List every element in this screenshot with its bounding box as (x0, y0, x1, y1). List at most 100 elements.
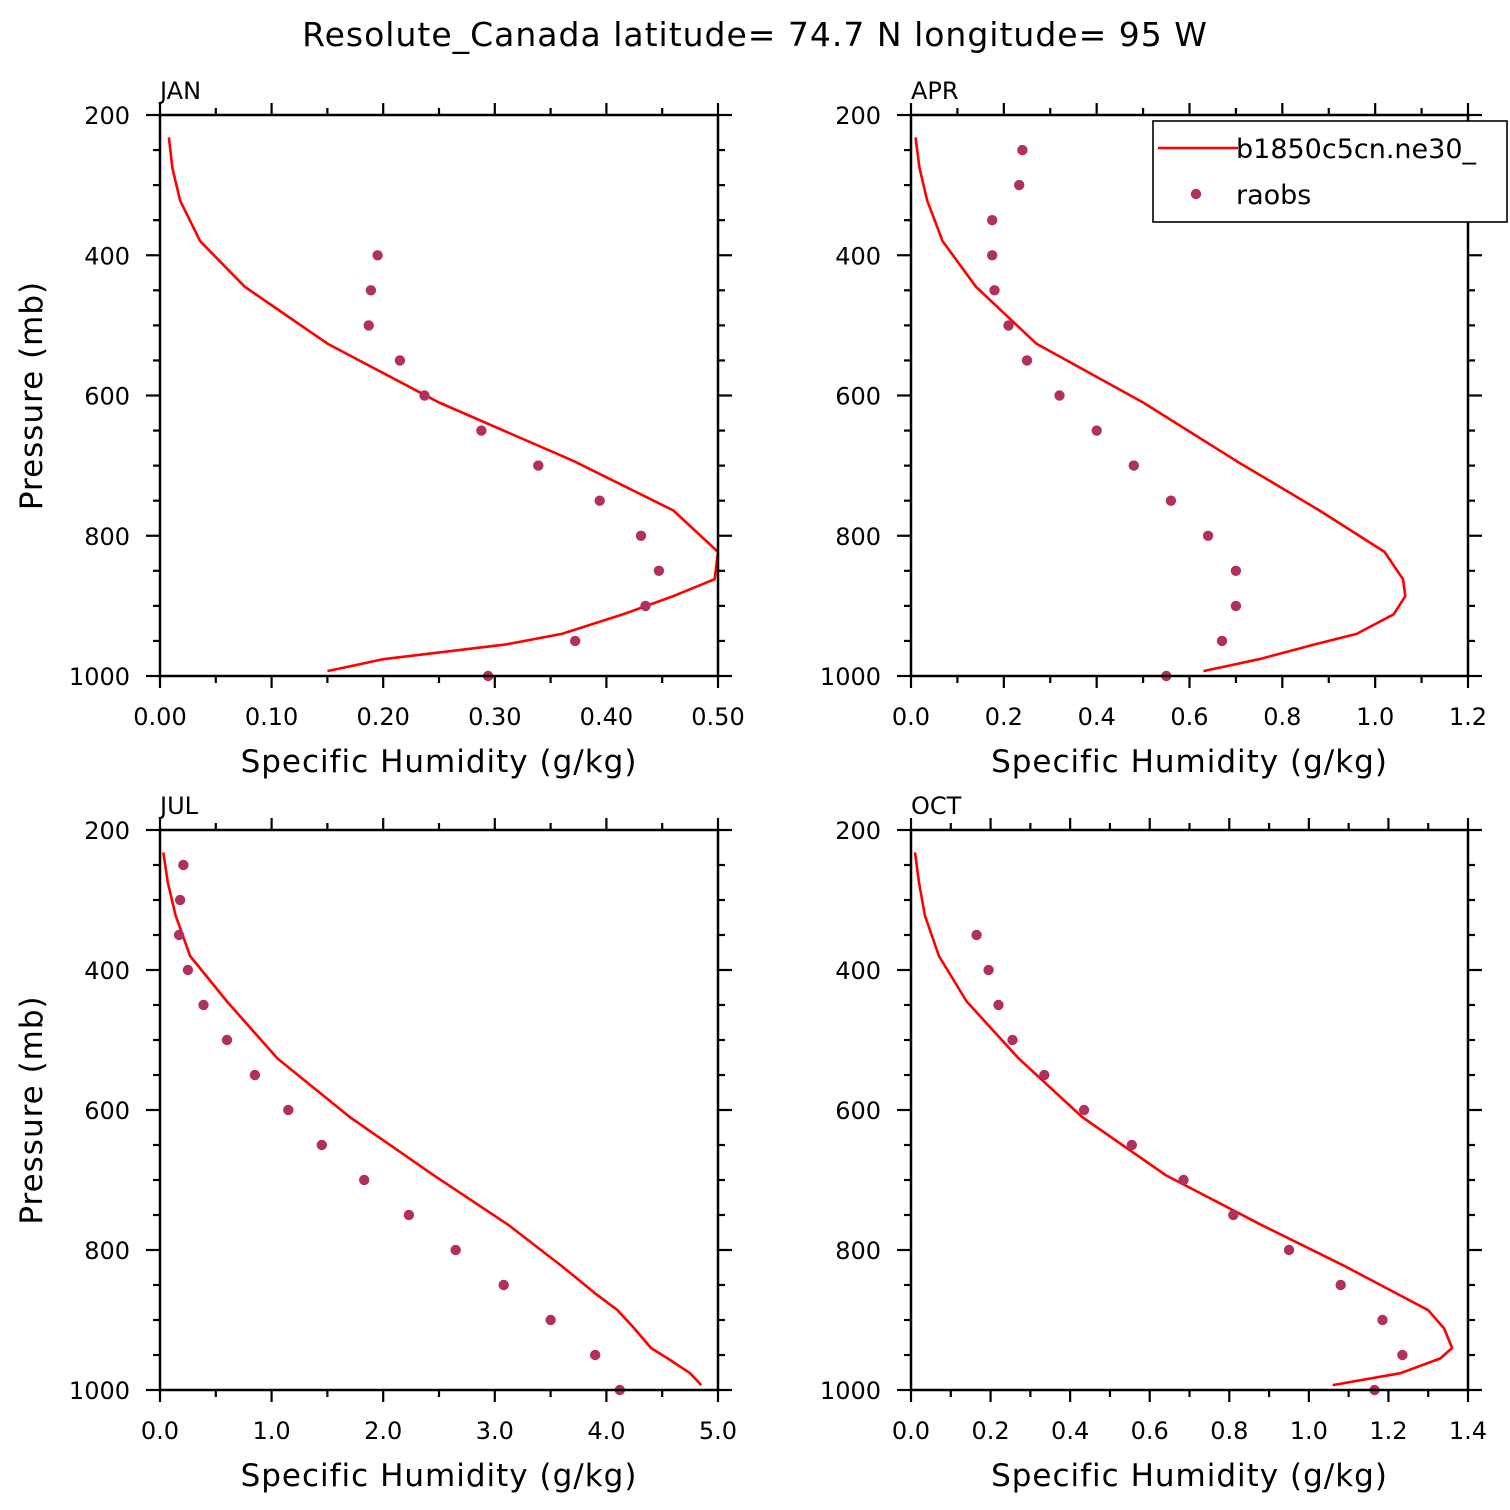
obs-point (971, 929, 982, 941)
obs-point (1165, 495, 1177, 506)
x-tick-label: 1.2 (1449, 703, 1487, 731)
plot-frame (909, 828, 1470, 1392)
x-tick-label: 0.10 (245, 703, 298, 731)
figure-title: Resolute_Canada latitude= 74.7 N longitu… (302, 15, 1208, 54)
y-tick-label: 800 (84, 1237, 130, 1265)
obs-point (1078, 1104, 1090, 1116)
obs-point (1230, 600, 1242, 612)
y-tick-label: 400 (84, 242, 130, 270)
obs-point (594, 495, 605, 506)
y-tick-label: 400 (84, 957, 130, 985)
y-tick-label: 600 (835, 383, 881, 411)
y-tick-label: 200 (84, 817, 130, 845)
x-tick-label: 3.0 (476, 1417, 514, 1445)
legend-box (1152, 120, 1508, 223)
x-tick-label: 0.2 (971, 1417, 1009, 1445)
obs-point (635, 530, 647, 541)
x-tick-label: 1.0 (1356, 703, 1394, 731)
obs-point (987, 215, 998, 226)
x-tick-label: 0.2 (985, 703, 1023, 731)
obs-point (1178, 1174, 1189, 1186)
obs-point (1017, 144, 1028, 156)
obs-point (1039, 1069, 1050, 1081)
obs-point (365, 285, 377, 296)
obs-point (1054, 390, 1065, 401)
plot-frame (158, 828, 720, 1392)
obs-point (249, 1069, 261, 1081)
x-axis-label: Specific Humidity (g/kg) (991, 1458, 1388, 1494)
y-axis-label: Pressure (mb) (14, 995, 50, 1224)
chart-panels: 0.00 0.10 0.20 0.30 0.40 0.50 200 400 600 800 1000… (14, 77, 1508, 1494)
obs-point (1007, 1034, 1018, 1046)
plot-frame (158, 113, 720, 678)
obs-point (570, 635, 581, 647)
x-tick-label: 0.0 (892, 1417, 930, 1445)
x-tick-label: 0.20 (356, 703, 409, 731)
x-tick-label: 4.0 (587, 1417, 625, 1445)
legend-model-label: b1850c5cn.ne30_ (1236, 134, 1476, 165)
obs-point (989, 285, 1000, 296)
y-tick-label: 600 (84, 1097, 130, 1125)
model-line (162, 852, 703, 1386)
obs-point (640, 600, 651, 612)
x-tick-label: 0.0 (892, 703, 930, 731)
obs-point (419, 390, 430, 401)
x-tick-label: 0.6 (1170, 703, 1208, 731)
obs-point (198, 999, 209, 1011)
y-tick-label: 1000 (69, 663, 130, 691)
y-tick-label: 1000 (820, 1377, 881, 1405)
obs-point (1335, 1279, 1346, 1291)
obs-point (1021, 355, 1033, 366)
panel-label: JUL (158, 792, 199, 820)
obs-point (1397, 1349, 1408, 1361)
y-tick-label: 800 (835, 1237, 881, 1265)
panel-label: APR (911, 77, 959, 105)
obs-point (178, 859, 189, 871)
obs-point (1091, 425, 1102, 436)
legend-obs-label: raobs (1236, 180, 1311, 211)
obs-point (1377, 1314, 1388, 1326)
y-tick-label: 800 (84, 523, 130, 551)
obs-point (983, 964, 994, 976)
obs-point (653, 565, 665, 576)
x-tick-label: 0.0 (141, 1417, 179, 1445)
obs-point (533, 460, 544, 471)
x-tick-label: 0.50 (691, 703, 744, 731)
obs-point (1228, 1209, 1239, 1221)
x-tick-label: 0.6 (1131, 1417, 1169, 1445)
obs-point (403, 1209, 415, 1221)
y-tick-label: 600 (835, 1097, 881, 1125)
chart-panel-oct: 0.0 0.2 0.4 0.6 0.8 1.0 1.2 1.4 200 400 600 800 1000… (820, 792, 1487, 1494)
x-axis-label: Specific Humidity (g/kg) (241, 744, 638, 780)
obs-point (590, 1349, 601, 1361)
y-tick-label: 200 (84, 102, 130, 130)
obs-point (1283, 1244, 1295, 1256)
y-axis-label: Pressure (mb) (14, 281, 50, 510)
chart-panel-jul: 0.0 1.0 2.0 3.0 4.0 5.0 200 400 600 800 1000 JUL Spe… (14, 792, 737, 1494)
obs-point (1003, 320, 1014, 331)
panel-label: OCT (911, 792, 962, 820)
panel-label: JAN (158, 77, 201, 105)
obs-point (173, 929, 185, 941)
y-tick-label: 800 (835, 523, 881, 551)
obs-point (359, 1174, 370, 1186)
x-tick-label: 1.4 (1449, 1417, 1487, 1445)
obs-point (476, 425, 487, 436)
y-tick-label: 1000 (69, 1377, 130, 1405)
model-line (914, 137, 1407, 673)
obs-point (182, 964, 194, 976)
obs-point (316, 1139, 327, 1151)
x-tick-label: 0.00 (133, 703, 186, 731)
chart-panel-jan: 0.00 0.10 0.20 0.30 0.40 0.50 200 400 600 800 1000… (14, 77, 745, 780)
obs-point (221, 1034, 233, 1046)
y-tick-label: 200 (835, 817, 881, 845)
x-tick-label: 0.4 (1051, 1417, 1089, 1445)
x-tick-label: 1.2 (1369, 1417, 1407, 1445)
obs-point (1126, 1139, 1138, 1151)
obs-point (1202, 530, 1214, 541)
obs-point (1128, 460, 1140, 471)
x-tick-label: 0.8 (1210, 1417, 1248, 1445)
obs-point (1014, 179, 1025, 191)
x-tick-label: 0.8 (1263, 703, 1301, 731)
obs-point (363, 320, 374, 331)
